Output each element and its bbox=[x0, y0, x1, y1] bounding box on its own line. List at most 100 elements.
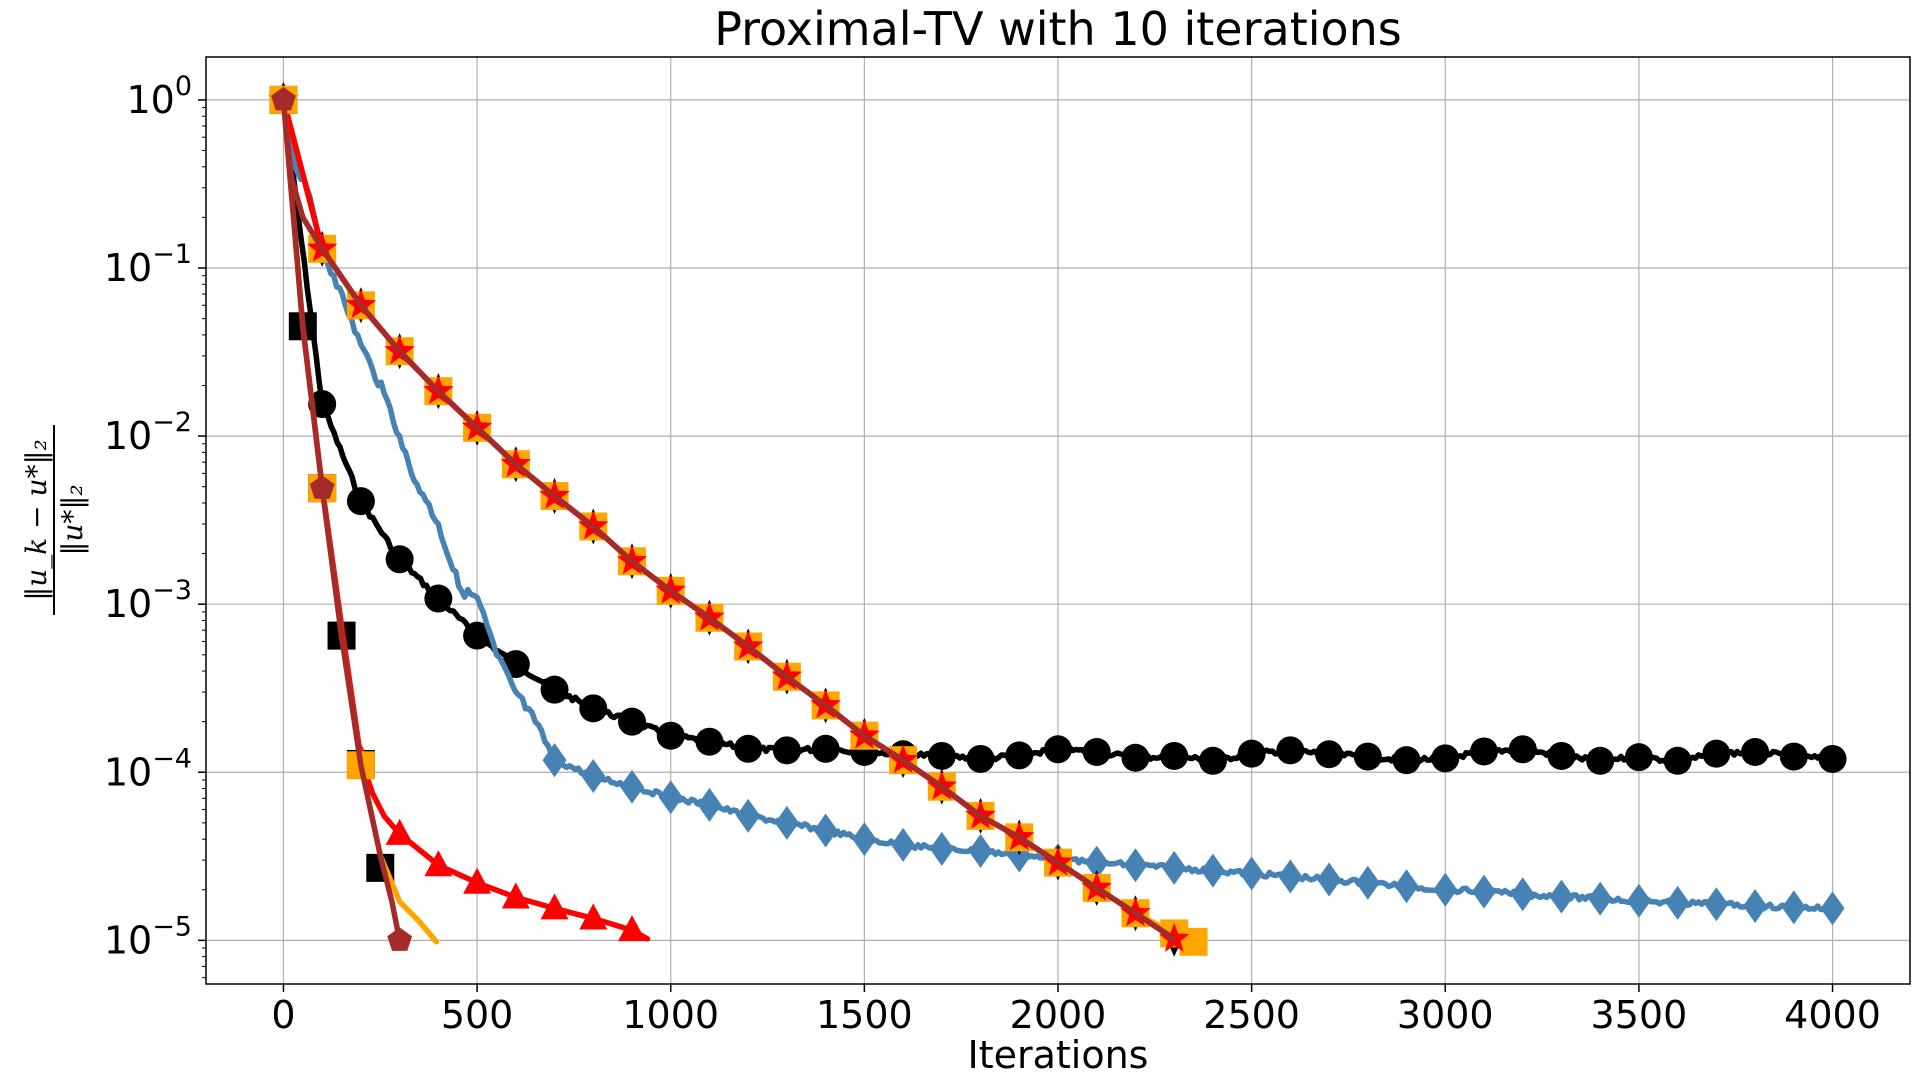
steelblue-diamond-marker bbox=[774, 805, 799, 840]
black-circle-marker bbox=[618, 707, 646, 736]
brown-short-marker bbox=[387, 927, 412, 951]
black-circle-marker bbox=[540, 675, 569, 704]
steelblue-diamond-marker bbox=[1820, 891, 1845, 926]
brown-short-line bbox=[280, 97, 403, 944]
black-circle-marker bbox=[1315, 740, 1344, 769]
black-circle-marker bbox=[1044, 735, 1072, 764]
steelblue-diamond-marker bbox=[1084, 845, 1109, 880]
black-circle-marker bbox=[1431, 744, 1460, 773]
black-circle-marker bbox=[1508, 735, 1537, 764]
x-tick-label: 500 bbox=[441, 993, 514, 1037]
brown-short-marker bbox=[309, 475, 335, 499]
black-circle-marker bbox=[1586, 746, 1615, 775]
steelblue-diamond-marker bbox=[1162, 850, 1187, 885]
steelblue-diamond-marker bbox=[1588, 881, 1613, 916]
red-triangle-marker bbox=[501, 882, 530, 909]
series-layer bbox=[268, 81, 1847, 957]
x-tick-label: 0 bbox=[271, 993, 295, 1037]
steelblue-diamond-marker bbox=[1626, 883, 1651, 918]
series-brown-long bbox=[280, 97, 1177, 942]
black-circle-marker bbox=[811, 734, 840, 763]
x-tick-label: 3000 bbox=[1397, 993, 1494, 1037]
series-brown-short bbox=[271, 86, 412, 951]
steelblue-diamond-marker bbox=[1472, 874, 1496, 909]
black-circle-marker bbox=[927, 741, 956, 770]
steelblue-diamond-marker bbox=[1355, 865, 1380, 900]
black-circle-marker bbox=[1624, 743, 1653, 772]
black-circle-marker bbox=[463, 621, 492, 650]
y-axis-label-denominator: ‖u*‖₂ bbox=[56, 484, 89, 555]
steelblue-diamond-marker bbox=[1123, 848, 1148, 883]
steelblue-diamond-marker bbox=[1510, 877, 1535, 912]
steelblue-diamond-marker bbox=[658, 780, 683, 815]
black-circle-marker bbox=[1741, 738, 1770, 767]
steelblue-diamond-marker bbox=[1317, 862, 1342, 897]
chart-title: Proximal-TV with 10 iterations bbox=[714, 2, 1402, 56]
black-circle-marker bbox=[1276, 736, 1305, 765]
steelblue-diamond-marker bbox=[620, 769, 644, 804]
x-tick-label: 3500 bbox=[1591, 993, 1688, 1037]
steelblue-diamond-marker bbox=[697, 787, 722, 822]
series-steelblue-diamond bbox=[271, 82, 1845, 926]
black-circle-marker bbox=[734, 734, 763, 763]
steelblue-diamond-marker bbox=[1200, 853, 1225, 888]
x-tick-label: 1000 bbox=[622, 993, 719, 1037]
y-axis-label-numerator: ‖u_k − u*‖₂ bbox=[20, 439, 53, 601]
x-axis-label: Iterations bbox=[968, 1033, 1149, 1077]
red-triangle-marker bbox=[618, 915, 646, 942]
steelblue-diamond-marker bbox=[929, 831, 954, 866]
steelblue-diamond-marker bbox=[1743, 889, 1768, 924]
steelblue-diamond-marker bbox=[891, 827, 916, 862]
steelblue-diamond-marker bbox=[736, 798, 761, 833]
steelblue-diamond-marker bbox=[968, 834, 993, 869]
black-circle-marker bbox=[1160, 741, 1189, 770]
steelblue-diamond-marker bbox=[542, 743, 567, 778]
black-circle-marker bbox=[1547, 741, 1576, 770]
y-axis-label: ‖u_k − u*‖₂ ‖u*‖₂ bbox=[20, 425, 89, 615]
x-tick-label: 4000 bbox=[1784, 993, 1881, 1037]
black-circle-marker bbox=[579, 694, 608, 723]
steelblue-diamond-marker bbox=[581, 759, 606, 794]
brown-long-line bbox=[280, 97, 1177, 942]
steelblue-diamond-marker bbox=[1433, 872, 1458, 907]
x-tick-label: 2500 bbox=[1203, 993, 1300, 1037]
brown-short-marker bbox=[271, 86, 296, 111]
black-circle-marker bbox=[1702, 739, 1731, 768]
black-circle-marker bbox=[772, 736, 801, 765]
black-circle-marker bbox=[1470, 737, 1498, 766]
red-triangle-marker bbox=[424, 850, 453, 877]
black-circle-marker bbox=[695, 727, 724, 756]
black-circle-marker bbox=[1082, 738, 1111, 767]
black-circle-marker bbox=[966, 744, 995, 773]
x-tick-label: 2000 bbox=[1010, 993, 1107, 1037]
steelblue-diamond-marker bbox=[1704, 887, 1729, 922]
orange-square-marker bbox=[1179, 927, 1208, 956]
red-triangle-marker bbox=[540, 893, 569, 920]
black-circle-marker bbox=[346, 487, 375, 516]
y-tick-label: 10−3 bbox=[104, 575, 192, 626]
black-circle-marker bbox=[1005, 741, 1034, 770]
y-tick-label: 10−5 bbox=[104, 911, 192, 962]
steelblue-diamond-marker bbox=[1239, 856, 1264, 891]
y-tick-label: 10−2 bbox=[104, 407, 192, 458]
black-circle-marker bbox=[1779, 742, 1808, 771]
black-circle-marker bbox=[1392, 746, 1421, 775]
black-circle-marker bbox=[656, 721, 685, 750]
black-circle-marker bbox=[424, 584, 453, 613]
y-tick-label: 10−4 bbox=[104, 743, 192, 794]
steelblue-diamond-marker bbox=[1781, 890, 1806, 925]
steelblue-diamond-marker bbox=[1394, 869, 1419, 904]
black-circle-marker bbox=[1198, 746, 1227, 775]
black-circle-marker bbox=[385, 545, 414, 574]
steelblue-diamond-marker bbox=[1665, 885, 1690, 920]
y-tick-label: 100 bbox=[126, 71, 192, 122]
black-circle-marker bbox=[1818, 744, 1847, 773]
x-tick-label: 1500 bbox=[816, 993, 913, 1037]
red-triangle-marker bbox=[385, 818, 414, 845]
y-tick-label: 10−1 bbox=[104, 239, 192, 290]
red-triangle-marker bbox=[463, 867, 492, 894]
steelblue-diamond-marker bbox=[852, 822, 877, 857]
black-circle-marker bbox=[1237, 739, 1266, 768]
steelblue-diamond-marker bbox=[813, 813, 838, 848]
